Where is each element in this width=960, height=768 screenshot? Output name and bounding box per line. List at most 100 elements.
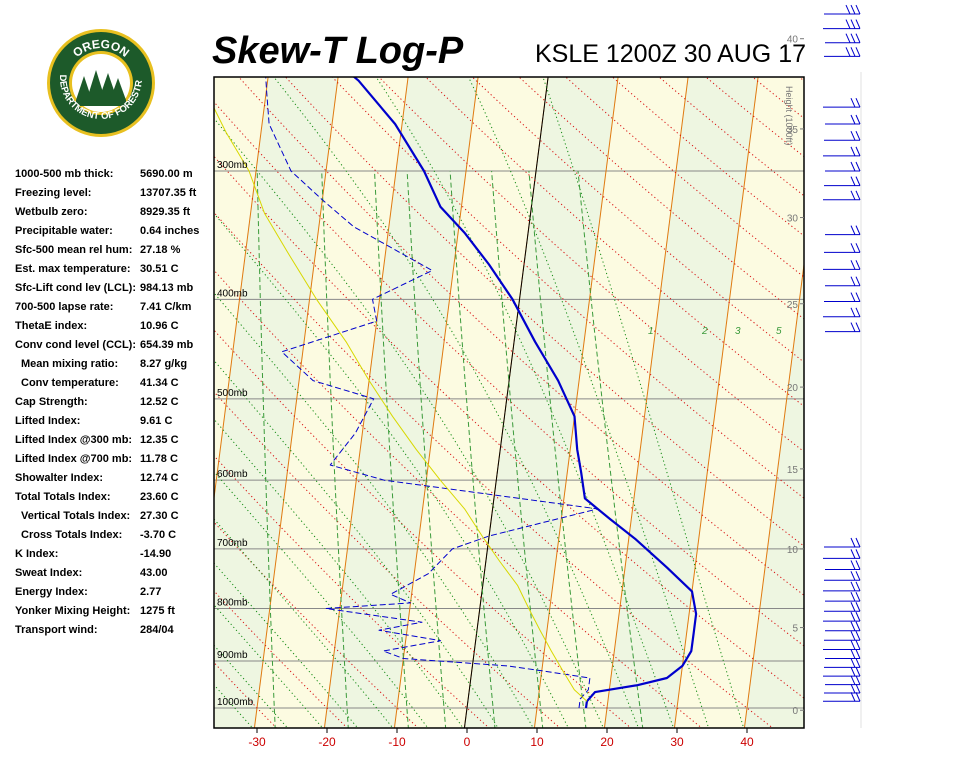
height-tick-label: 10 <box>787 545 799 556</box>
height-tick-label: 35 <box>787 125 799 136</box>
isotherm-band <box>254 77 409 728</box>
height-axis-label: Height (1000ft) <box>784 86 794 146</box>
index-value: 10.96 C <box>140 320 179 332</box>
index-row: Wetbulb zero: 8929.35 ft <box>15 206 215 225</box>
x-tick-label: -30 <box>248 735 266 749</box>
index-label: Cross Totals Index: <box>21 529 123 541</box>
index-value: 27.30 C <box>140 510 179 522</box>
dry-adiabat-line <box>214 211 774 728</box>
index-label: Freezing level: <box>15 187 92 199</box>
index-row: Vertical Totals Index: 27.30 C <box>15 510 215 529</box>
wind-barb <box>825 591 861 602</box>
index-row: Sfc-Lift cond lev (LCL): 984.13 mb <box>15 282 215 301</box>
index-label: ThetaE index: <box>15 320 88 332</box>
index-row: Mean mixing ratio: 8.27 g/kg <box>15 358 215 377</box>
x-tick-label: 40 <box>740 735 754 749</box>
index-label: Total Totals Index: <box>15 491 111 503</box>
wind-barb <box>824 602 861 612</box>
wind-barb <box>825 621 861 632</box>
wind-barb <box>825 33 861 44</box>
mixing-ratio-label: 2 <box>701 326 708 337</box>
index-row: 700-500 lapse rate: 7.41 C/km <box>15 301 215 320</box>
index-value: 27.18 % <box>140 244 181 256</box>
index-label: Conv cond level (CCL): <box>15 339 137 351</box>
index-label: Sfc-500 mean rel hum: <box>15 244 133 256</box>
dry-adiabat-line <box>564 77 804 278</box>
index-row: 1000-500 mb thick: 5690.00 m <box>15 168 215 187</box>
index-row: ThetaE index: 10.96 C <box>15 320 215 339</box>
svg-text:OREGON: OREGON <box>70 37 132 60</box>
wind-barb <box>823 146 861 157</box>
dry-adiabat-line <box>214 155 804 699</box>
mixing-ratio-line <box>256 170 276 728</box>
index-label: Wetbulb zero: <box>15 206 88 218</box>
index-label: Conv temperature: <box>21 377 119 389</box>
wind-barb <box>825 560 861 570</box>
moist-adiabat-line <box>273 77 640 728</box>
index-value: 30.51 C <box>140 263 179 275</box>
wind-barb <box>825 225 861 236</box>
pressure-label: 400mb <box>217 288 248 299</box>
wind-barb <box>824 683 861 694</box>
index-value: 12.52 C <box>140 396 179 408</box>
wind-barb <box>824 537 861 548</box>
index-value: -3.70 C <box>140 529 177 541</box>
index-label: Precipitable water: <box>15 225 113 237</box>
dry-adiabat-line <box>284 77 804 547</box>
index-row: Cap Strength: 12.52 C <box>15 396 215 415</box>
index-label: Mean mixing ratio: <box>21 358 119 370</box>
dry-adiabat-line <box>214 269 703 728</box>
dry-adiabat-line <box>214 329 632 728</box>
wind-barb <box>823 640 861 650</box>
dry-adiabat-line <box>378 77 804 453</box>
wind-barb <box>825 322 861 333</box>
mixing-ratio-line <box>577 170 644 728</box>
mixing-ratio-line <box>374 170 409 728</box>
chart-title: Skew-T Log-P <box>212 30 464 72</box>
height-tick-label: 20 <box>787 383 799 394</box>
moist-adiabat-line <box>467 77 710 728</box>
stability-indices-panel: 1000-500 mb thick: 5690.00 m Freezing leve… <box>15 168 215 643</box>
isotherm-band <box>394 77 549 728</box>
wind-barb <box>825 161 861 172</box>
height-tick-label: 40 <box>787 35 799 46</box>
isotherm-line <box>114 75 198 730</box>
pressure-label: 700mb <box>217 538 248 549</box>
wind-barb <box>825 114 861 125</box>
wind-barb <box>824 658 861 668</box>
index-label: Lifted Index: <box>15 415 81 427</box>
index-value: 8929.35 ft <box>140 206 191 218</box>
pressure-label: 500mb <box>217 388 248 399</box>
index-row: Lifted Index @300 mb: 12.35 C <box>15 434 215 453</box>
wind-barb <box>824 47 861 57</box>
wind-barb <box>824 131 861 141</box>
index-row: Conv temperature: 41.34 C <box>15 377 215 396</box>
freezing-isotherm-line <box>463 77 549 728</box>
wind-barb <box>825 649 861 660</box>
mixing-ratio-line <box>449 170 496 728</box>
index-value: 41.34 C <box>140 377 179 389</box>
plot-frame <box>213 76 805 729</box>
index-label: Est. max temperature: <box>15 263 131 275</box>
wind-barb <box>823 97 861 108</box>
mixing-ratio-line <box>491 170 544 728</box>
dry-adiabat-line <box>214 101 804 647</box>
index-value: 12.74 C <box>140 472 179 484</box>
wind-barb <box>825 675 861 686</box>
index-label: Transport wind: <box>15 624 98 636</box>
pressure-label: 1000mb <box>217 697 254 708</box>
wind-barb <box>823 19 861 30</box>
index-value: 23.60 C <box>140 491 179 503</box>
mixing-ratio-label: 3 <box>735 326 741 337</box>
index-row: Conv cond level (CCL): 654.39 mb <box>15 339 215 358</box>
index-row: Sfc-500 mean rel hum: 27.18 % <box>15 244 215 263</box>
index-label: Lifted Index @700 mb: <box>15 453 133 465</box>
pressure-label: 600mb <box>217 469 248 480</box>
index-value: 984.13 mb <box>140 282 194 294</box>
isotherm-band <box>674 77 804 728</box>
index-row: Total Totals Index: 23.60 C <box>15 491 215 510</box>
index-value: 654.39 mb <box>140 339 194 351</box>
index-label: 1000-500 mb thick: <box>15 168 114 180</box>
index-value: 9.61 C <box>140 415 173 427</box>
